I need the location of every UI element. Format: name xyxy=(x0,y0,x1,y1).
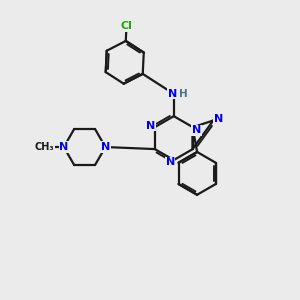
Text: N: N xyxy=(192,125,201,135)
Text: N: N xyxy=(101,142,110,152)
Text: H: H xyxy=(179,89,188,99)
Text: N: N xyxy=(59,142,68,152)
Text: N: N xyxy=(214,114,223,124)
Text: CH₃: CH₃ xyxy=(35,142,54,152)
Text: N: N xyxy=(166,158,175,167)
Text: N: N xyxy=(168,89,177,99)
Text: N: N xyxy=(146,121,155,131)
Text: Cl: Cl xyxy=(121,21,132,31)
